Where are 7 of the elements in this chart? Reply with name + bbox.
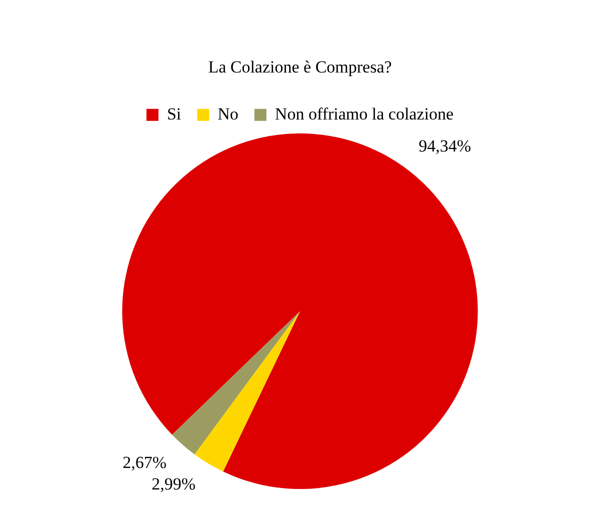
- legend-label: Si: [166, 104, 182, 124]
- legend-label: Non offriamo la colazione: [274, 104, 454, 124]
- data-label: 2,99%: [152, 474, 196, 494]
- legend-label: No: [218, 104, 238, 124]
- data-label: 94,34%: [418, 136, 472, 156]
- data-label: 2,67%: [122, 453, 167, 472]
- chart-title: La Colazione è Compresa?: [208, 58, 392, 77]
